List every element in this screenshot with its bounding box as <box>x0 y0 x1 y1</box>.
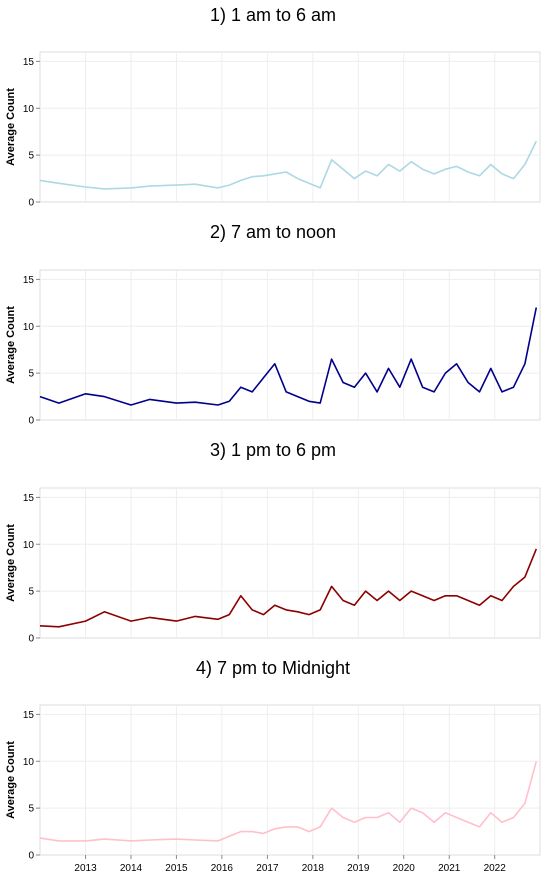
panel-title-1: 1) 1 am to 6 am <box>209 5 337 25</box>
plot-area-1 <box>39 51 541 203</box>
panel-title-2: 2) 7 am to noon <box>209 222 337 242</box>
y-tick-label: 15 <box>23 275 35 286</box>
y-axis-label: Average Count <box>5 741 17 819</box>
y-tick-label: 10 <box>23 104 35 115</box>
y-tick-label: 0 <box>28 198 34 209</box>
x-tick-label: 2022 <box>484 863 507 874</box>
plot-area-2 <box>39 269 541 421</box>
panel-title-4: 4) 7 pm to Midnight <box>195 658 351 678</box>
y-tick-label: 5 <box>28 369 34 380</box>
y-tick-label: 10 <box>23 540 35 551</box>
y-axis-label: Average Count <box>5 88 17 166</box>
y-tick-label: 15 <box>23 57 35 68</box>
x-tick-label: 2019 <box>347 863 370 874</box>
series-line-1 <box>39 140 538 190</box>
plot-area-4 <box>39 704 541 856</box>
y-axis-label: Average Count <box>5 306 17 384</box>
series-line-4 <box>39 761 538 842</box>
x-tick-label: 2013 <box>74 863 97 874</box>
y-tick-label: 5 <box>28 804 34 815</box>
y-tick-label: 15 <box>23 710 35 721</box>
x-tick-label: 2018 <box>302 863 325 874</box>
series-line-2 <box>39 307 538 406</box>
x-tick-label: 2021 <box>438 863 461 874</box>
y-tick-label: 0 <box>28 416 34 427</box>
y-tick-label: 5 <box>28 151 34 162</box>
y-tick-label: 0 <box>28 634 34 645</box>
x-tick-label: 2016 <box>211 863 234 874</box>
series-line-3 <box>39 548 538 628</box>
plot-area-3 <box>39 487 541 639</box>
y-tick-label: 10 <box>23 322 35 333</box>
y-tick-label: 15 <box>23 493 35 504</box>
y-tick-label: 10 <box>23 757 35 768</box>
x-tick-label: 2017 <box>256 863 279 874</box>
y-tick-label: 5 <box>28 587 34 598</box>
y-axis-label: Average Count <box>5 524 17 602</box>
x-tick-label: 2015 <box>165 863 188 874</box>
panel-title-3: 3) 1 pm to 6 pm <box>209 440 337 460</box>
x-tick-label: 2014 <box>120 863 143 874</box>
x-tick-label: 2020 <box>393 863 416 874</box>
y-tick-label: 0 <box>28 851 34 862</box>
